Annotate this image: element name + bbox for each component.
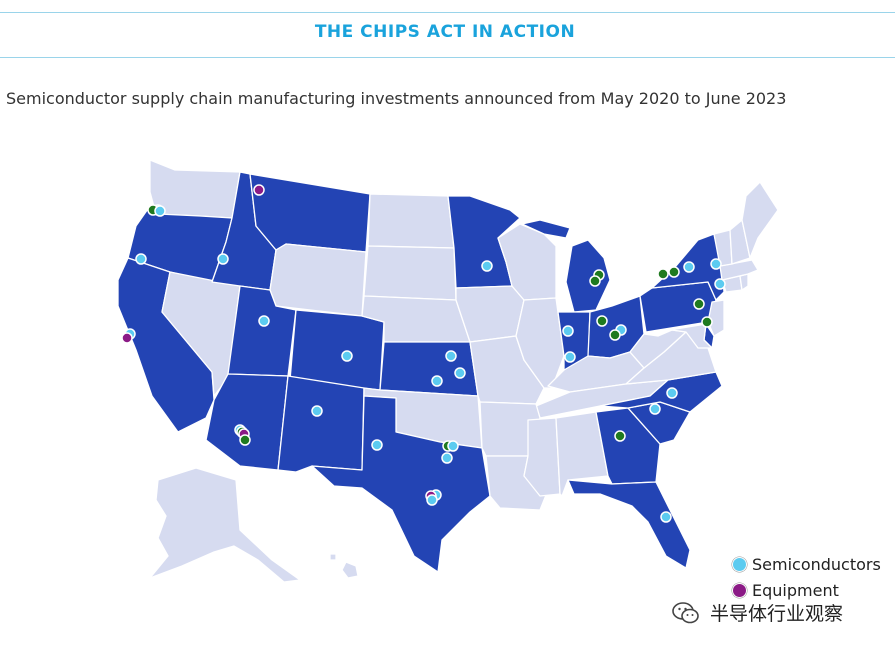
legend-swatch-semiconductors xyxy=(732,556,747,572)
marker-semiconductors-ks-1 xyxy=(445,350,457,362)
state-hawaii-1 xyxy=(341,561,359,579)
marker-semiconductors-fl xyxy=(660,511,672,523)
marker-semiconductors-sc xyxy=(649,403,661,415)
marker-semiconductors-ut xyxy=(258,315,270,327)
state-north-dakota xyxy=(367,193,455,249)
legend-item-equipment: Equipment xyxy=(732,577,881,603)
marker-materials-ny-1 xyxy=(657,268,669,280)
marker-materials-ga xyxy=(614,430,626,442)
legend-item-semiconductors: Semiconductors xyxy=(732,551,881,577)
state-alaska xyxy=(149,467,301,583)
watermark-text: 半导体行业观察 xyxy=(710,603,844,625)
state-hawaii-2 xyxy=(329,553,337,561)
marker-semiconductors-in-2 xyxy=(564,351,576,363)
marker-equipment-mt xyxy=(253,184,265,196)
state-michigan xyxy=(565,239,611,313)
marker-semiconductors-id xyxy=(217,253,229,265)
marker-semiconductors-tx-2 xyxy=(447,440,459,452)
marker-semiconductors-tx-1 xyxy=(371,439,383,451)
state-rhode-island xyxy=(739,273,749,291)
marker-semiconductors-ny-2 xyxy=(710,258,722,270)
marker-materials-pa xyxy=(693,298,705,310)
state-illinois xyxy=(515,297,565,389)
marker-materials-de xyxy=(701,316,713,328)
legend-label-semiconductors: Semiconductors xyxy=(752,554,881,574)
state-colorado xyxy=(289,309,385,391)
marker-semiconductors-ks-3 xyxy=(431,375,443,387)
state-montana xyxy=(249,173,371,253)
bottom-rule xyxy=(0,57,895,58)
map-subtitle: Semiconductor supply chain manufacturing… xyxy=(6,89,787,108)
legend-label-equipment: Equipment xyxy=(752,580,839,600)
marker-materials-ny-2 xyxy=(668,266,680,278)
state-wyoming xyxy=(269,243,367,317)
marker-semiconductors-ny-1 xyxy=(683,261,695,273)
state-michigan-upper xyxy=(521,219,571,239)
state-south-dakota xyxy=(363,245,457,301)
marker-materials-az-2 xyxy=(239,434,251,446)
legend-swatch-equipment xyxy=(732,582,747,598)
marker-semiconductors-in xyxy=(562,325,574,337)
state-maine xyxy=(741,181,779,259)
state-north-carolina xyxy=(599,371,723,413)
state-texas xyxy=(311,395,491,573)
marker-semiconductors-or xyxy=(135,253,147,265)
marker-semiconductors-tx-3 xyxy=(441,452,453,464)
state-new-mexico xyxy=(277,375,365,473)
map-legend: Semiconductors Equipment xyxy=(732,551,881,603)
banner-title: THE CHIPS ACT IN ACTION xyxy=(314,22,576,42)
marker-semiconductors-co xyxy=(341,350,353,362)
marker-materials-oh-2 xyxy=(609,329,621,341)
marker-semiconductors-tx-5 xyxy=(426,494,438,506)
top-rule xyxy=(0,12,895,13)
marker-equipment-ca xyxy=(121,332,133,344)
state-florida xyxy=(567,479,691,569)
marker-semiconductors-wa-2 xyxy=(154,205,166,217)
wechat-icon xyxy=(672,601,699,623)
marker-materials-oh-1 xyxy=(596,315,608,327)
marker-semiconductors-nc xyxy=(666,387,678,399)
marker-semiconductors-ks-2 xyxy=(454,367,466,379)
marker-semiconductors-ny-3 xyxy=(714,278,726,290)
marker-semiconductors-nm xyxy=(311,405,323,417)
marker-semiconductors-mn xyxy=(481,260,493,272)
watermark: 半导体行业观察 xyxy=(672,599,843,626)
marker-materials-mi-2 xyxy=(589,275,601,287)
